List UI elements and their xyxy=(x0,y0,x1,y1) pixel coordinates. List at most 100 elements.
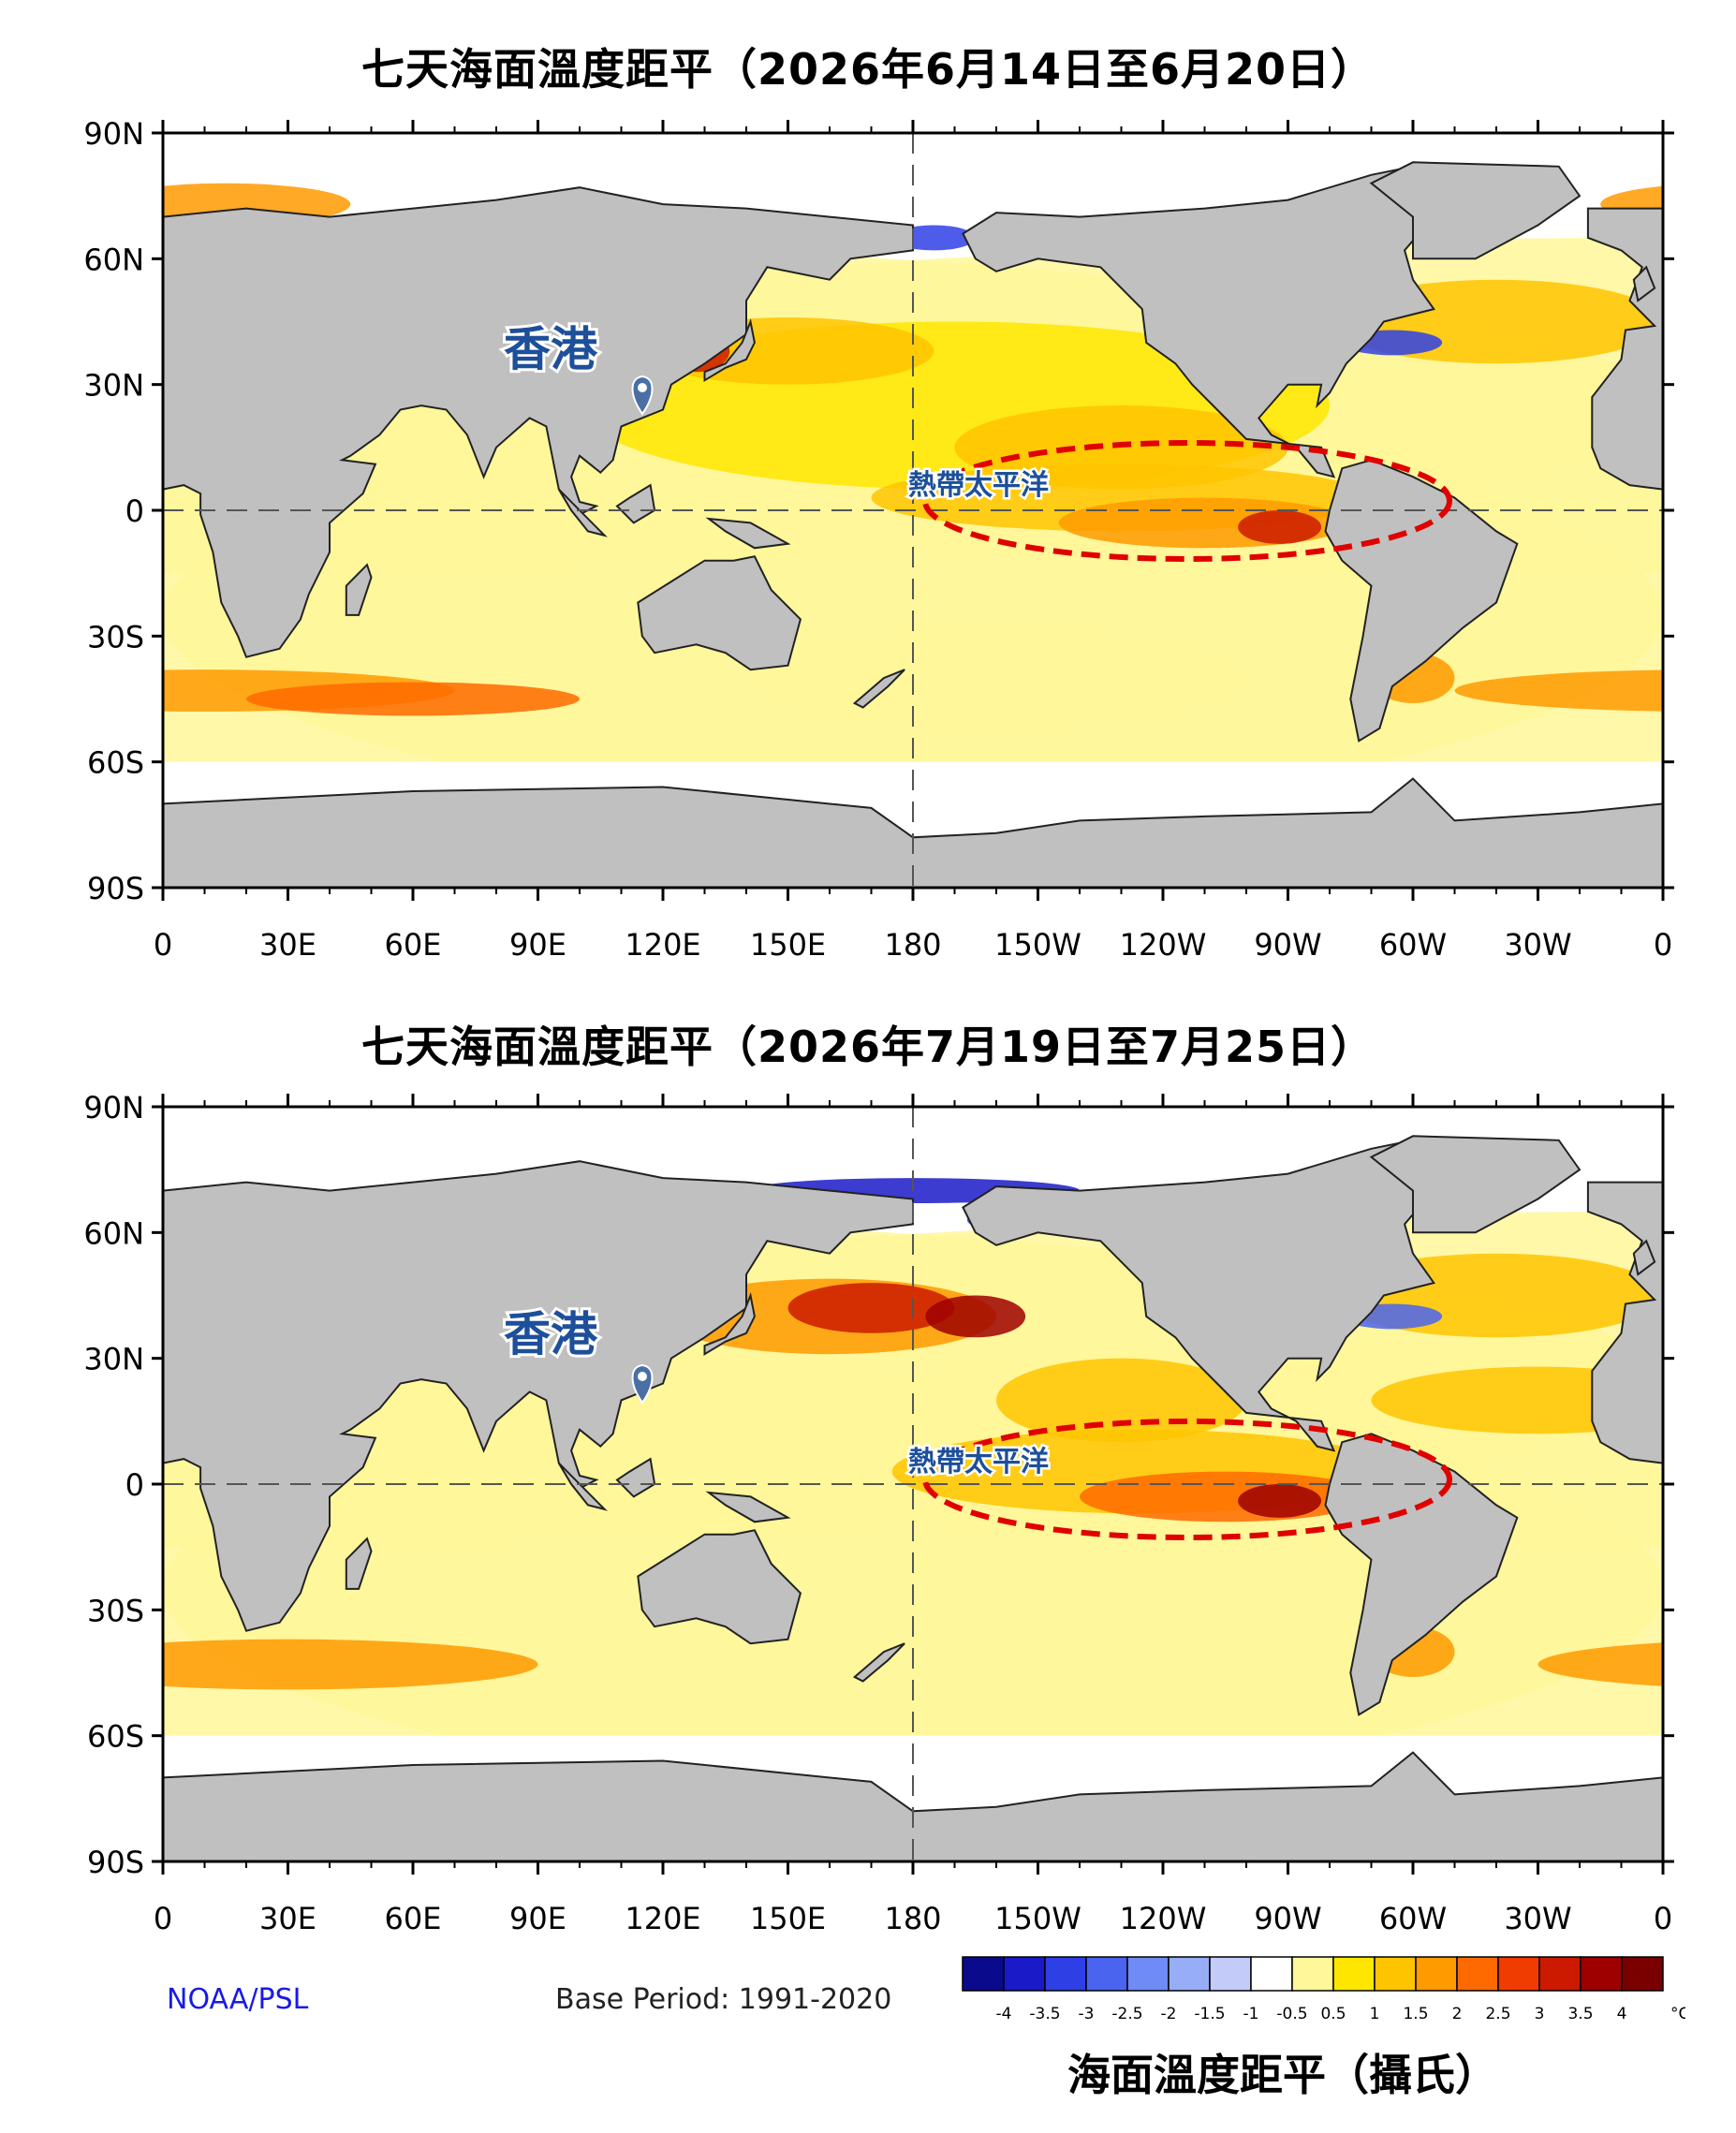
lat-tick-label: 30N xyxy=(83,368,144,404)
lat-tick-label: 30N xyxy=(83,1342,144,1377)
land-mass xyxy=(345,1537,373,1590)
lon-tick-label: 60W xyxy=(1379,927,1447,963)
lat-tick-label: 90N xyxy=(83,1090,144,1125)
land-mass xyxy=(705,517,791,550)
colorbar-swatch xyxy=(1621,1956,1664,1992)
tropical-pacific-outline xyxy=(922,1419,1452,1540)
lat-tick-label: 90N xyxy=(83,116,144,152)
land-mass xyxy=(637,555,802,671)
colorbar-tick-label: -3.5 xyxy=(1029,2005,1060,2023)
lat-tick-label: 30S xyxy=(87,1593,144,1628)
colorbar-swatch xyxy=(1209,1956,1252,1992)
colorbar-tick-label: 2 xyxy=(1452,2005,1463,2023)
lon-tick-label: 120E xyxy=(625,1901,700,1936)
lat-tick-label: 60N xyxy=(83,242,144,277)
lon-tick-label: 0 xyxy=(154,927,172,963)
lon-tick-label: 0 xyxy=(154,1901,172,1936)
land-mass xyxy=(637,1529,802,1645)
land-mass xyxy=(557,1462,608,1511)
lat-tick-label: 60N xyxy=(83,1215,144,1251)
colorbar-unit: °C xyxy=(1670,2005,1685,2023)
colorbar-swatch xyxy=(1126,1956,1170,1992)
location-pin-icon xyxy=(631,1363,654,1405)
colorbar-swatch xyxy=(962,1956,1005,1992)
lon-tick-label: 150W xyxy=(994,1901,1081,1936)
lon-tick-label: 30W xyxy=(1504,1901,1571,1936)
lon-tick-label: 90E xyxy=(509,1901,566,1936)
land-mass xyxy=(1369,1135,1582,1234)
land-mass xyxy=(703,1291,756,1356)
lon-tick-label: 120E xyxy=(625,927,700,963)
anomaly-region xyxy=(246,682,580,716)
lat-tick-label: 0 xyxy=(125,1467,144,1503)
lon-tick-label: 150W xyxy=(994,927,1081,963)
lat-tick-label: 60S xyxy=(87,745,144,781)
lon-tick-label: 90W xyxy=(1254,1901,1321,1936)
lon-tick-label: 60W xyxy=(1379,1901,1447,1936)
land-mass xyxy=(1324,459,1519,743)
land-mass xyxy=(705,1491,791,1523)
land-mass xyxy=(852,669,905,709)
lat-tick-label: 90S xyxy=(87,871,144,906)
lon-tick-label: 120W xyxy=(1120,1901,1207,1936)
colorbar-swatch xyxy=(1415,1956,1458,1992)
colorbar-swatch xyxy=(1168,1956,1211,1992)
lon-tick-label: 30E xyxy=(259,927,316,963)
anomaly-region xyxy=(1537,1642,1663,1686)
lon-tick-label: 60E xyxy=(385,1901,442,1936)
base-period-note: Base Period: 1991-2020 xyxy=(555,1983,892,2016)
lat-tick-label: 90S xyxy=(87,1845,144,1880)
land-mass xyxy=(163,777,1663,888)
sst-anomaly-map-1: 90N 60N 30N 0 30S 60S 90S 0 30E 60E 90E 120E 150E 180… xyxy=(83,116,1674,963)
colorbar-title: 海面溫度距平（攝氏） xyxy=(1067,2050,1498,2100)
tropical-pacific-outline xyxy=(922,440,1452,562)
colorbar: -4 -3.5 -3 -2.5 -2 -1.5 -1 -0.5 0.5 1 1.5 2 2.5 3 3.5 4… xyxy=(962,1956,1685,2023)
colorbar-swatch xyxy=(1456,1956,1499,1992)
lon-tick-label: 0 xyxy=(1654,927,1672,963)
lon-tick-label: 0 xyxy=(1654,1901,1672,1936)
land-mass xyxy=(615,1457,656,1498)
land-mass xyxy=(163,1751,1663,1861)
tropical-pacific-label: 熱帶太平洋 xyxy=(908,469,1049,502)
colorbar-swatch xyxy=(1250,1956,1293,1992)
colorbar-tick-label: -1.5 xyxy=(1194,2005,1225,2023)
colorbar-swatch xyxy=(1497,1956,1540,1992)
land-mass xyxy=(703,317,756,382)
panel1-title: 七天海面溫度距平（2026年6月14日至6月20日） xyxy=(360,44,1376,95)
land-mass xyxy=(1324,1433,1519,1716)
lon-tick-label: 120W xyxy=(1120,927,1207,963)
land-mass xyxy=(557,488,608,537)
colorbar-swatch xyxy=(1374,1956,1417,1992)
anomaly-region xyxy=(925,1295,1026,1338)
colorbar-swatch xyxy=(1291,1956,1334,1992)
anomaly-region xyxy=(1371,1366,1663,1434)
anomaly-region xyxy=(1655,1304,1663,1329)
colorbar-tick-label: 3.5 xyxy=(1567,2005,1593,2023)
colorbar-tick-label: 1.5 xyxy=(1403,2005,1428,2023)
land-mass xyxy=(1369,161,1582,260)
anomaly-region xyxy=(1238,1484,1322,1518)
colorbar-swatch xyxy=(1085,1956,1128,1992)
colorbar-tick-label: 1 xyxy=(1370,2005,1380,2023)
lat-tick-label: 0 xyxy=(125,493,144,529)
noaa-psl-credit: NOAA/PSL xyxy=(167,1983,309,2016)
anomaly-region xyxy=(1238,510,1322,544)
colorbar-swatch xyxy=(1003,1956,1046,1992)
anomaly-region xyxy=(746,627,1246,728)
colorbar-tick-label: -2 xyxy=(1161,2005,1177,2023)
anomaly-region xyxy=(787,1283,955,1333)
lon-tick-label: 60E xyxy=(385,927,442,963)
tropical-pacific-label: 熱帶太平洋 xyxy=(908,1446,1049,1478)
anomaly-region xyxy=(163,1639,538,1690)
lon-tick-label: 180 xyxy=(884,1901,941,1936)
land-mass xyxy=(1632,265,1656,302)
hong-kong-label: 香港 xyxy=(504,322,598,376)
land-mass xyxy=(615,483,656,524)
lon-tick-label: 150E xyxy=(750,1901,826,1936)
lon-tick-label: 150E xyxy=(750,927,826,963)
lon-tick-label: 90E xyxy=(509,927,566,963)
lat-tick-label: 30S xyxy=(87,619,144,655)
panel2-title: 七天海面溫度距平（2026年7月19日至7月25日） xyxy=(360,1022,1376,1072)
sst-anomaly-map-2: 90N 60N 30N 0 30S 60S 90S 0 30E 60E 90E 120E 150E 180… xyxy=(83,1090,1674,1936)
land-mass xyxy=(1632,1239,1656,1276)
